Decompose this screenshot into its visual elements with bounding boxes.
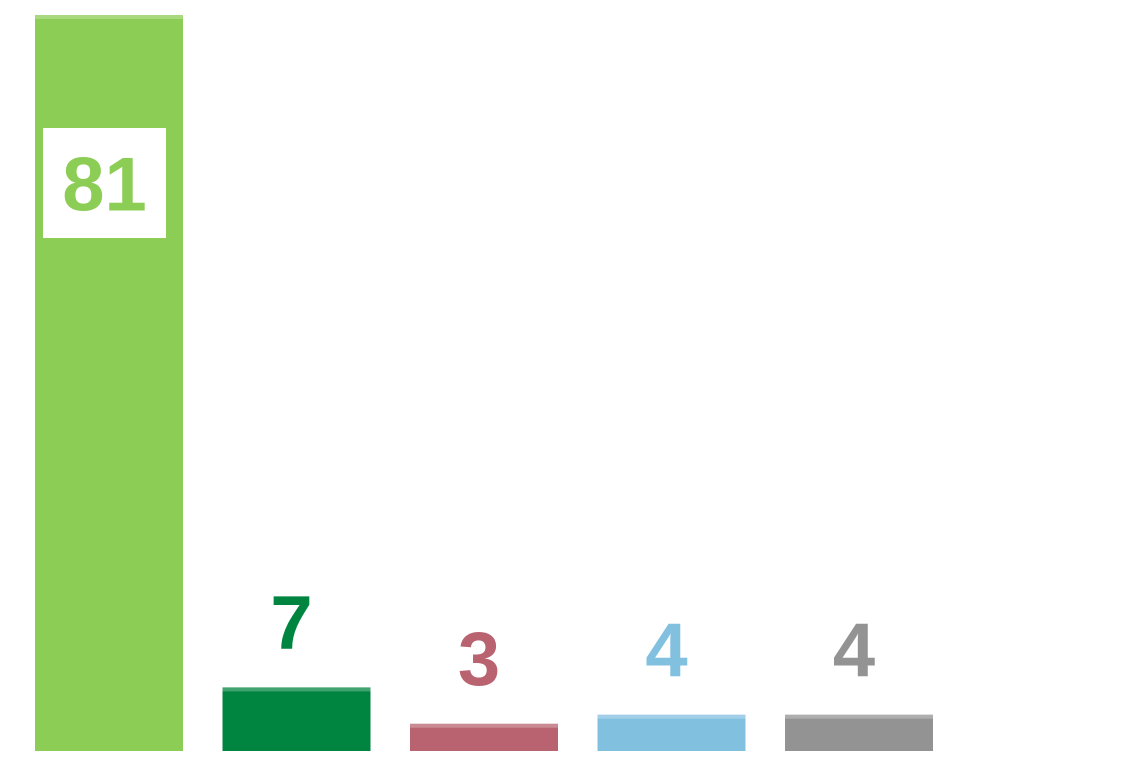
value-label: 81	[62, 143, 147, 228]
bar	[222, 687, 371, 751]
bar-highlight	[35, 15, 183, 19]
bar	[35, 15, 183, 751]
bar-highlight	[597, 714, 746, 719]
bar	[597, 714, 746, 751]
bar	[410, 723, 558, 751]
value-label: 4	[645, 608, 687, 693]
bar-highlight	[785, 714, 933, 719]
bar	[785, 714, 933, 751]
value-label: 4	[833, 608, 875, 693]
label-box	[43, 128, 166, 238]
bar-highlight	[410, 723, 558, 728]
bar-highlight	[222, 687, 371, 692]
value-label: 7	[270, 581, 312, 666]
value-label: 3	[458, 617, 500, 702]
